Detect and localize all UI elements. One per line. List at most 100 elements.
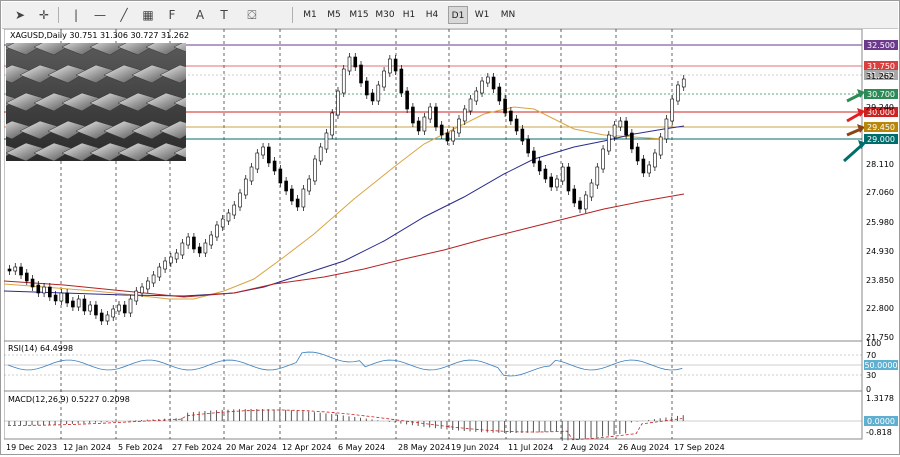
trend-arrow-head	[857, 89, 865, 98]
candle-body	[486, 76, 490, 84]
candle-body	[468, 98, 473, 112]
cursor-tool[interactable]: ➤	[14, 8, 26, 22]
candle-body	[36, 284, 41, 294]
candle-body	[203, 242, 208, 254]
candle-body	[497, 86, 502, 102]
horizontal-line-tool[interactable]: —	[94, 8, 106, 22]
candle-body	[382, 70, 386, 88]
ma-slow-line	[3, 193, 685, 298]
channel-tool[interactable]: ▦	[142, 8, 154, 22]
rsi-axis-tick: 100	[866, 339, 881, 348]
candle-body	[537, 160, 542, 172]
timeframe-h4[interactable]: H4	[425, 10, 439, 20]
candle-body	[59, 292, 64, 302]
date-axis-label: 17 Sep 2024	[674, 443, 725, 452]
candle-body	[290, 188, 294, 202]
rsi-pane	[3, 340, 863, 392]
timeframe-d1[interactable]: D1	[448, 6, 468, 24]
candle-body	[82, 298, 87, 312]
price-label-text: 30.000	[867, 108, 895, 117]
date-axis-label: 12 Jan 2024	[63, 443, 111, 452]
candle-body	[411, 106, 415, 124]
candle-body	[457, 118, 461, 134]
crosshair-tool[interactable]: ✛	[38, 8, 50, 22]
chart-header: XAGUSD,Daily 30.751 31.306 30.727 31.262	[10, 31, 190, 40]
timeframe-h1[interactable]: H1	[402, 10, 416, 20]
price-label-box	[864, 89, 898, 99]
timeframe-m1[interactable]: M1	[303, 10, 317, 20]
candle-body	[24, 272, 29, 282]
rsi-axis-tick: 30	[866, 371, 876, 380]
trendline-tool[interactable]: ╱	[120, 8, 128, 22]
timeframe-m15[interactable]: M15	[349, 10, 369, 20]
date-axis-label: 2 Aug 2024	[563, 443, 609, 452]
candle-body	[330, 112, 335, 136]
candle-body	[117, 304, 121, 312]
candle-body	[445, 132, 450, 142]
shapes-tool[interactable]: ⛋	[247, 8, 257, 22]
vertical-line-tool[interactable]: |	[73, 8, 79, 22]
trend-arrow	[846, 111, 862, 123]
price-label-text: 29.450	[867, 123, 895, 132]
macd-value-box	[864, 416, 898, 426]
price-label-text: 31.262	[867, 71, 895, 80]
toolbar-separator	[292, 7, 293, 23]
candle-body	[30, 278, 35, 288]
candle-body	[19, 266, 23, 276]
candle-body	[353, 56, 358, 68]
candle-body	[111, 308, 116, 318]
text-tool[interactable]: A	[195, 8, 205, 22]
candle-body	[238, 192, 242, 208]
price-label-box	[864, 61, 898, 71]
candle-body	[295, 198, 300, 208]
price-axis-tick: 23.850	[866, 276, 894, 285]
timeframe-mn[interactable]: MN	[500, 10, 516, 20]
candle-body	[220, 218, 225, 228]
candle-body	[278, 168, 283, 184]
candle-body	[13, 266, 18, 272]
price-label-box	[864, 107, 898, 117]
candle-body	[151, 274, 156, 284]
chart-area[interactable]: 32.500 31.750 31.262 30.700 30.000 29.450 29.0…	[3, 28, 898, 454]
date-axis-label: 28 May 2024	[398, 443, 450, 452]
candle-body	[209, 234, 213, 246]
fibonacci-tool[interactable]: F	[168, 8, 176, 22]
candle-body	[65, 292, 69, 304]
label-tool[interactable]: T	[220, 8, 228, 22]
macd-signal-line	[7, 409, 683, 441]
candle-body	[422, 116, 427, 132]
rsi-axis-tick: 50.0000	[864, 361, 897, 370]
rsi-line	[7, 351, 683, 377]
candle-body	[157, 266, 162, 278]
price-label-box	[864, 70, 898, 80]
candle-body	[53, 294, 58, 302]
candle-body	[307, 178, 311, 192]
candle-body	[76, 298, 81, 308]
macd-axis-tick: -0.818	[866, 428, 892, 437]
price-axis-tick: 22.800	[866, 304, 894, 313]
candle-body	[99, 312, 104, 322]
candle-body	[226, 212, 231, 222]
candle-body	[653, 152, 657, 168]
macd-label: MACD(12,26,9) 0.5227 0.2098	[8, 395, 130, 404]
candle-body	[192, 236, 196, 250]
timeframe-m5[interactable]: M5	[327, 10, 341, 20]
candle-body	[618, 120, 623, 128]
candle-body	[589, 182, 594, 198]
candle-body	[664, 118, 669, 140]
candle-body	[612, 124, 617, 138]
price-axis-tick: 28.110	[866, 160, 894, 169]
candle-body	[370, 92, 375, 102]
candle-body	[560, 166, 565, 182]
candle-body	[272, 160, 277, 172]
timeframe-w1[interactable]: W1	[474, 10, 490, 20]
candle-body	[42, 286, 46, 294]
date-axis-label: 12 Apr 2024	[282, 443, 331, 452]
price-label-text: 30.700	[867, 90, 895, 99]
date-axis-label: 11 Jul 2024	[508, 443, 553, 452]
timeframe-m30[interactable]: M30	[375, 10, 395, 20]
candle-body	[670, 98, 675, 122]
candle-body	[134, 290, 139, 302]
candle-body	[71, 300, 75, 308]
